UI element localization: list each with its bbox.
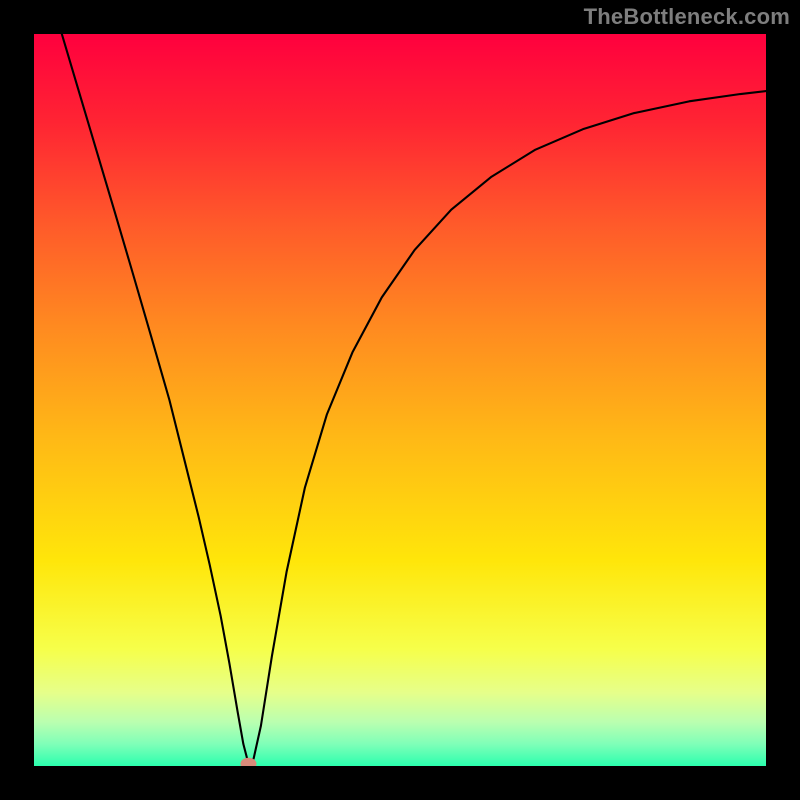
plot-background [34, 34, 766, 766]
watermark-label: TheBottleneck.com [584, 4, 790, 30]
bottleneck-chart [0, 0, 800, 800]
chart-container: { "watermark": { "text": "TheBottleneck.… [0, 0, 800, 800]
